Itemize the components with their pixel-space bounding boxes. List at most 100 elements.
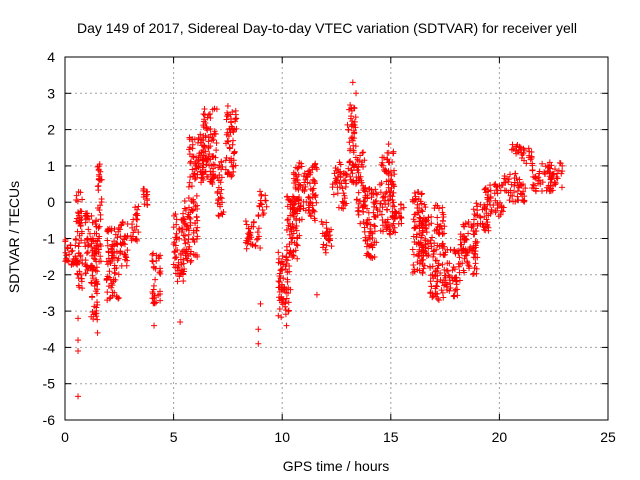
data-point [290,171,297,178]
data-point [449,267,456,274]
data-point [391,171,398,178]
data-point [370,203,377,210]
data-point [447,280,454,287]
data-point [283,295,290,302]
data-point [433,293,440,300]
data-point [66,251,73,258]
data-point [79,285,86,292]
data-point [286,263,293,270]
data-point [204,114,211,121]
data-point [373,239,380,246]
data-point [439,218,446,225]
data-point [105,226,112,233]
data-point [412,193,419,200]
data-point [210,161,217,168]
data-point [411,225,418,232]
data-point [333,178,340,185]
data-point [193,227,200,234]
data-point [96,258,103,265]
data-point [294,234,301,241]
data-point [280,275,287,282]
data-point [337,161,344,168]
data-point [135,229,142,236]
data-point [435,260,442,267]
data-point [433,282,440,289]
data-point [245,230,252,237]
data-point [201,143,208,150]
data-point [518,190,525,197]
data-point [354,167,361,174]
data-point [218,174,225,181]
data-point [79,260,86,267]
data-point [434,265,441,272]
data-point [434,272,441,279]
data-point [209,181,216,188]
data-point [117,249,124,256]
data-point [198,136,205,143]
data-point [76,232,83,239]
data-point [75,275,82,282]
data-point [355,164,362,171]
data-point [171,239,178,246]
data-point [522,185,529,192]
data-point [390,220,397,227]
data-point [436,231,443,238]
data-point [471,231,478,238]
data-point [474,220,481,227]
data-point [76,220,83,227]
data-point [487,187,494,194]
data-point [295,164,302,171]
data-point [455,263,462,270]
data-point [88,243,95,250]
data-point [218,159,225,166]
data-point [242,218,249,225]
data-point [123,262,130,269]
data-point [431,240,438,247]
data-point [204,127,211,134]
data-point [418,207,425,214]
data-point [382,194,389,201]
data-point [210,136,217,143]
data-point [416,250,423,257]
data-point [74,258,81,265]
data-point [355,207,362,214]
data-point [228,155,235,162]
data-point [78,208,85,215]
data-point [96,207,103,214]
data-point [382,219,389,226]
data-point [439,261,446,268]
data-point [525,145,532,152]
data-point [189,141,196,148]
data-point [346,159,353,166]
data-point [347,145,354,152]
data-point [347,173,354,180]
data-point-outlier [257,300,264,307]
data-point [207,168,214,175]
data-point [313,199,320,206]
data-point [551,179,558,186]
data-point [93,264,100,271]
data-point [152,276,159,283]
data-point [554,175,561,182]
data-point [343,200,350,207]
data-point [213,147,220,154]
data-point [547,182,554,189]
data-point [414,209,421,216]
data-point [349,170,356,177]
data-point [424,217,431,224]
data-point [385,149,392,156]
data-point [528,153,535,160]
data-point [354,196,361,203]
data-point [535,174,542,181]
data-point [89,219,96,226]
data-point [436,223,443,230]
data-point [443,287,450,294]
data-point [346,139,353,146]
data-point [470,221,477,228]
data-point [481,204,488,211]
data-point [458,250,465,257]
data-point [286,241,293,248]
data-point [151,300,158,307]
data-point [186,243,193,250]
data-point [439,204,446,211]
